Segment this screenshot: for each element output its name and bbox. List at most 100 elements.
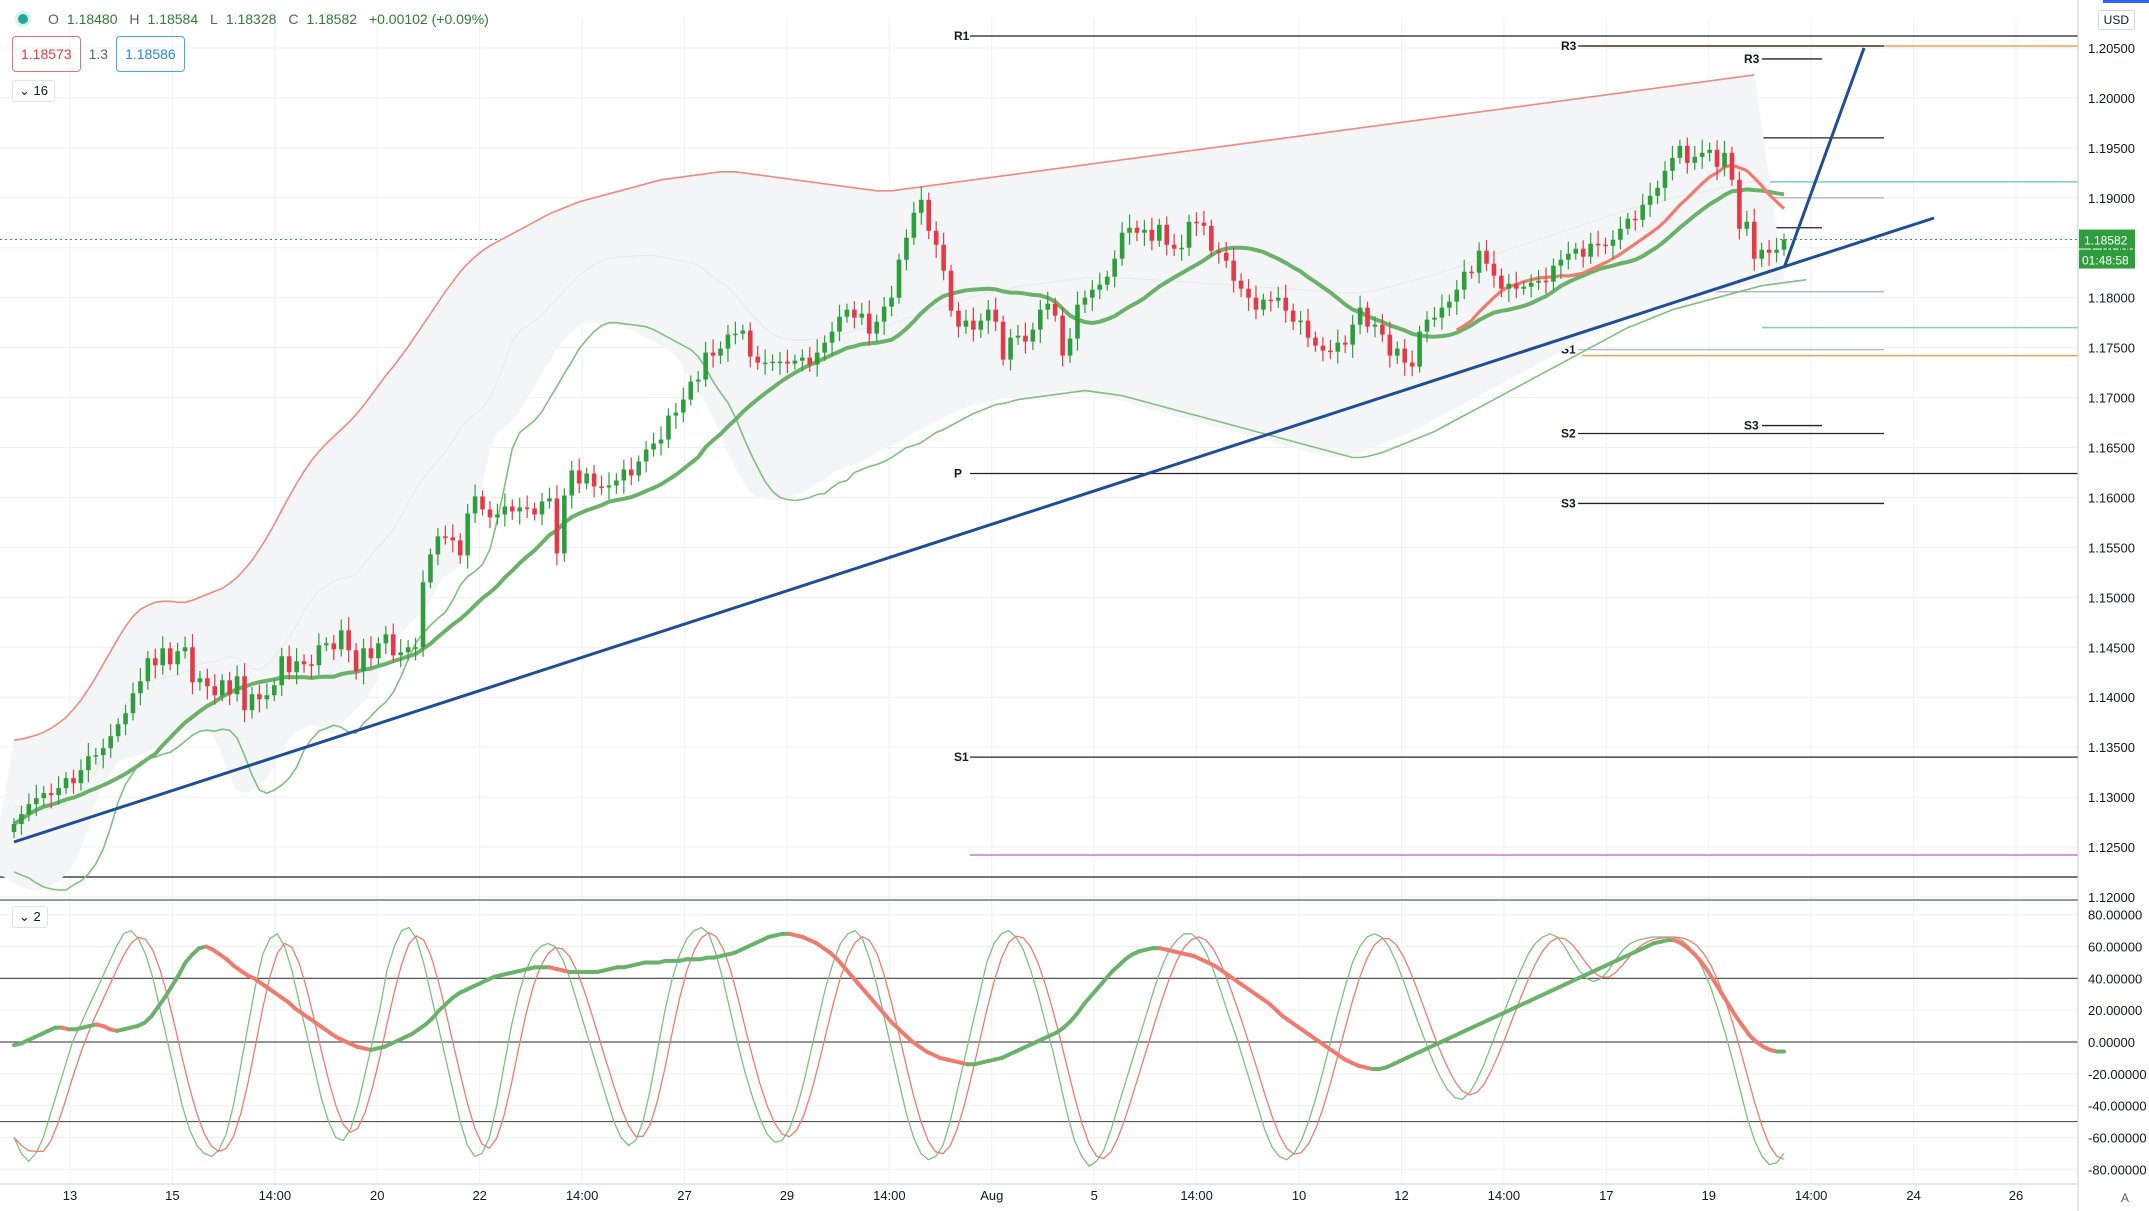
osc-tick-label: -80.00000 <box>2088 1162 2147 1177</box>
candle-body <box>78 770 84 784</box>
price-tick-label: 1.16000 <box>2088 490 2135 505</box>
candle-body <box>34 798 39 805</box>
symbol-status-icon <box>18 14 28 24</box>
candle-body <box>1751 221 1757 259</box>
candle-body <box>1097 284 1103 290</box>
candle-body <box>472 496 478 514</box>
price-tick-label: 1.12000 <box>2088 890 2135 905</box>
candle-body <box>993 309 998 322</box>
candle-body <box>1558 259 1564 266</box>
candle-body <box>271 685 277 696</box>
candle-body <box>1670 157 1675 171</box>
candle-body <box>978 320 984 330</box>
candle-body <box>747 330 753 357</box>
candle-body <box>1209 225 1214 251</box>
candle-body <box>301 661 307 665</box>
countdown-badge: 01:48:58 <box>2082 254 2129 268</box>
candle-body <box>182 647 188 652</box>
candle-body <box>1677 145 1683 158</box>
candle-body <box>1484 250 1489 264</box>
candle-body <box>1112 258 1117 277</box>
candle-body <box>681 399 686 413</box>
candle-body <box>963 320 969 327</box>
lower-band-line <box>13 278 1807 891</box>
candle-body <box>19 814 24 825</box>
ohlc-values: O 1.18480 H 1.18584 L 1.18328 C 1.18582 +0.0… <box>48 11 489 27</box>
candle-body <box>153 658 158 666</box>
candle-body <box>1119 232 1125 259</box>
candle-body <box>234 676 240 695</box>
candle-body <box>1082 297 1088 305</box>
candle-body <box>1000 321 1006 360</box>
candle-body <box>509 506 515 512</box>
weekly-s2-line-label: S2 <box>1561 427 1576 441</box>
open-value: 1.18480 <box>66 11 118 27</box>
candle-body <box>539 501 545 515</box>
candle-body <box>1387 334 1393 356</box>
candle-body <box>443 536 448 538</box>
candle-body <box>1551 265 1556 282</box>
support-trendline[interactable] <box>13 216 1935 844</box>
indicators-toggle[interactable]: ⌄ 16 <box>12 80 55 102</box>
candle-body <box>1290 310 1296 322</box>
candle-body <box>1662 170 1668 188</box>
candle-body <box>1513 283 1519 289</box>
chevron-down-icon: ⌄ <box>19 909 30 924</box>
candle-body <box>1491 263 1497 276</box>
candle-body <box>956 310 961 327</box>
candle-body <box>777 361 783 364</box>
time-tick-label: 5 <box>1091 1188 1098 1203</box>
price-tick-label: 1.20500 <box>2088 41 2135 56</box>
candle-body <box>1246 288 1251 298</box>
osc-tick-label: 60.00000 <box>2088 940 2142 955</box>
candle-body <box>785 361 790 364</box>
candle-body <box>1432 317 1437 320</box>
candle-body <box>591 473 597 487</box>
candle-body <box>941 244 946 271</box>
candle-body <box>1067 338 1073 356</box>
candle-body <box>353 650 359 672</box>
candle-body <box>517 507 523 512</box>
indicators-count: 16 <box>33 83 48 98</box>
close-value: 1.18582 <box>306 11 358 27</box>
candle-body <box>524 507 530 509</box>
price-tick-label: 1.14500 <box>2088 640 2135 655</box>
buy-button[interactable]: 1.18586 <box>116 36 185 72</box>
fast-ma-line <box>1455 163 1786 332</box>
candle-body <box>294 661 299 673</box>
candle-body <box>1156 224 1162 241</box>
candle-body <box>1127 227 1132 233</box>
oscillator-toggle[interactable]: ⌄ 2 <box>12 906 48 928</box>
candle-body <box>1008 337 1013 360</box>
candle-body <box>1774 249 1779 253</box>
candle-body <box>852 309 857 318</box>
candle-body <box>457 540 463 556</box>
candle-body <box>718 348 723 356</box>
candle-body <box>1528 282 1534 287</box>
candle-body <box>874 321 879 334</box>
time-tick-label: 24 <box>1906 1188 1920 1203</box>
candle-body <box>1357 307 1363 325</box>
osc-fast-line <box>13 926 1785 1167</box>
auto-scale-button[interactable]: A <box>2120 1191 2129 1205</box>
last-price-badge: 1.18582 <box>2084 234 2128 248</box>
price-tick-label: 1.12500 <box>2088 840 2135 855</box>
candle-body <box>1142 229 1147 233</box>
candle-body <box>1417 331 1422 367</box>
candle-body <box>829 331 835 343</box>
projection-trendline[interactable] <box>1782 47 1866 269</box>
candle-body <box>405 647 411 653</box>
price-tick-label: 1.19500 <box>2088 141 2135 156</box>
open-label: O <box>48 11 59 27</box>
trendlines[interactable] <box>13 47 1935 844</box>
candle-body <box>1707 149 1712 153</box>
sell-button[interactable]: 1.18573 <box>12 36 81 72</box>
candle-body <box>1536 280 1541 283</box>
candle-body <box>316 645 322 666</box>
candle-body <box>1164 224 1170 245</box>
currency-button[interactable]: USD <box>2097 10 2135 30</box>
candle-body <box>740 330 746 334</box>
candle-body <box>190 647 195 683</box>
short-r3-line-label: R3 <box>1744 52 1760 66</box>
